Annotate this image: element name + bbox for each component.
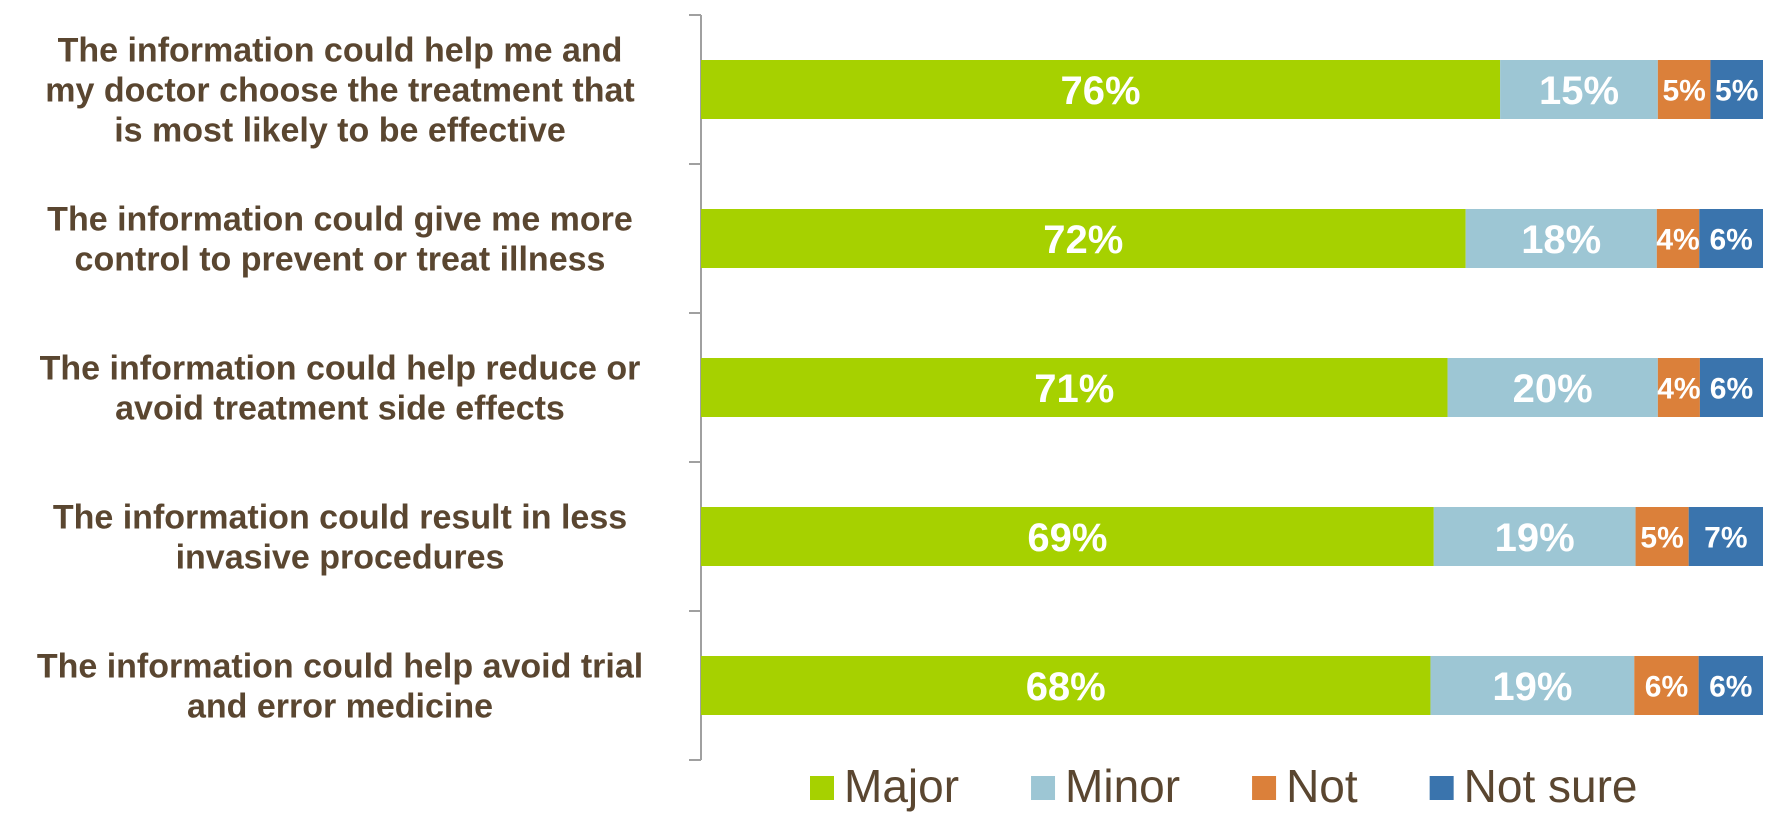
category-label: The information could help reduce or avoi… (40, 350, 641, 428)
bar-segment-major (701, 60, 1501, 119)
legend-label-minor: Minor (1065, 760, 1180, 812)
data-label: 68% (1026, 665, 1106, 709)
category-label-line: The information could help me and (58, 32, 623, 70)
data-label: 76% (1061, 69, 1141, 113)
data-label: 69% (1027, 516, 1107, 560)
bar-segment-major (701, 507, 1434, 566)
data-label: 19% (1492, 665, 1572, 709)
legend-label-major: Major (844, 760, 959, 812)
category-label: The information could give me more contro… (47, 201, 633, 279)
bar-segment-not (1634, 656, 1699, 715)
legend-label-not-sure: Not sure (1464, 760, 1638, 812)
category-label-line: avoid treatment side effects (115, 390, 565, 428)
category-labels-layer: The information could help me and my doct… (37, 32, 643, 726)
data-label: 6% (1645, 670, 1688, 703)
bar-segment-not (1656, 209, 1700, 268)
category-label: The information could result in less inva… (53, 499, 627, 577)
bar-segment-minor (1465, 209, 1657, 268)
category-label: The information could help avoid trial an… (37, 648, 643, 726)
bar-segment-minor (1430, 656, 1635, 715)
data-label: 6% (1709, 223, 1752, 256)
bar-segment-not (1657, 358, 1700, 417)
legend-label-not: Not (1286, 760, 1358, 812)
bars-layer: 76% 15% 5% 5% 72% 18% 4% 6% 71% 20% 4% 6% 69% 19% 5% 7%… (701, 60, 1763, 715)
bar-segment-major (701, 656, 1431, 715)
bar-segment-major (701, 358, 1448, 417)
category-label-line: invasive procedures (176, 539, 505, 577)
category-label: The information could help me and my doct… (45, 32, 634, 150)
data-label: 4% (1656, 223, 1699, 256)
data-label: 5% (1662, 74, 1705, 107)
category-label-line: The information could give me more (47, 201, 633, 239)
bar-segment-not (1657, 60, 1711, 119)
legend-swatch-minor (1031, 776, 1056, 800)
bar-segment-not-sure (1699, 358, 1763, 417)
legend-swatch-not (1252, 776, 1277, 800)
axis-layer (689, 14, 702, 761)
bar-segment-not-sure (1699, 209, 1763, 268)
category-label-line: is most likely to be effective (114, 112, 566, 150)
bar-segment-minor (1433, 507, 1636, 566)
bar-segment-not-sure (1688, 507, 1763, 566)
data-label: 7% (1704, 521, 1747, 554)
data-label: 5% (1640, 521, 1683, 554)
bar-segment-not-sure (1698, 656, 1763, 715)
data-label: 15% (1539, 69, 1619, 113)
legend-swatch-not-sure (1429, 776, 1454, 800)
legend-swatch-major (810, 776, 834, 800)
bar-segment-major (701, 209, 1466, 268)
category-label-line: and error medicine (187, 688, 493, 726)
data-label: 4% (1657, 372, 1700, 405)
category-label-line: my doctor choose the treatment that (45, 72, 634, 110)
data-label: 5% (1715, 74, 1758, 107)
data-label: 6% (1710, 372, 1753, 405)
category-label-line: The information could help reduce or (40, 350, 641, 388)
bar-segment-minor (1500, 60, 1658, 119)
data-label: 6% (1709, 670, 1752, 703)
data-label: 19% (1495, 516, 1575, 560)
data-label: 20% (1513, 367, 1593, 411)
category-label-line: control to prevent or treat illness (75, 241, 606, 279)
bar-segment-not-sure (1710, 60, 1763, 119)
data-label: 72% (1043, 218, 1123, 262)
data-label: 18% (1521, 218, 1601, 262)
bar-segment-not (1635, 507, 1689, 566)
data-label: 71% (1034, 367, 1114, 411)
category-label-line: The information could result in less (53, 499, 627, 537)
bar-segment-minor (1447, 358, 1658, 417)
legend: Major Minor Not Not sure (810, 760, 1638, 812)
category-label-line: The information could help avoid trial (37, 648, 643, 686)
